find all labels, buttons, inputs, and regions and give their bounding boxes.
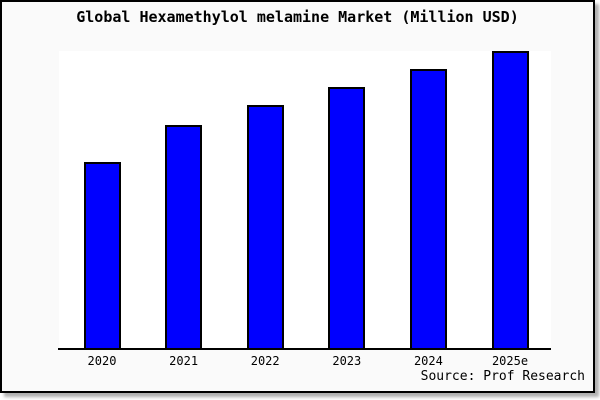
bar-2022 (247, 105, 284, 350)
bar-2023 (328, 87, 365, 350)
bar-2024 (410, 69, 447, 350)
bar-2020 (84, 162, 121, 350)
x-axis-label-2023: 2023 (332, 354, 362, 368)
bar-2021 (165, 125, 202, 350)
x-axis-label-2021: 2021 (169, 354, 199, 368)
x-axis-label-2025e: 2025e (491, 354, 529, 368)
chart-title: Global Hexamethylol melamine Market (Mil… (76, 8, 519, 26)
x-axis-labels: 2020 2021 2022 2023 2024 2025e (2, 354, 593, 370)
x-axis-label-2024: 2024 (413, 354, 443, 368)
chart-card: Global Hexamethylol melamine Market (Mil… (0, 0, 595, 393)
source-credit: Source: Prof Research (420, 369, 585, 384)
bar-2025e (492, 51, 529, 350)
x-axis-line (58, 348, 551, 350)
plot-area (58, 51, 551, 350)
x-axis-label-2020: 2020 (87, 354, 117, 368)
x-axis-label-2022: 2022 (250, 354, 280, 368)
